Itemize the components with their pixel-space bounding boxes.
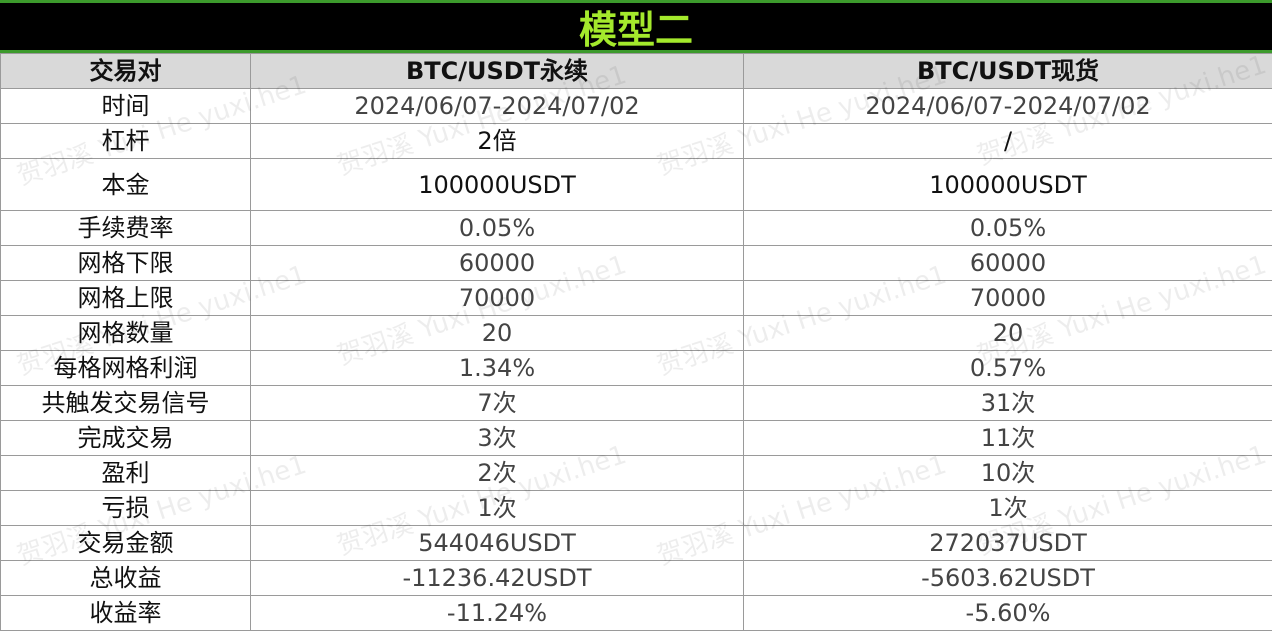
row-label: 总收益: [0, 560, 251, 596]
row-label: 网格上限: [0, 280, 251, 316]
comparison-table: 交易对 BTC/USDT永续 BTC/USDT现货 时间 2024/06/07-2024…: [0, 53, 1272, 631]
table-row: 网格数量 20 20: [0, 315, 1272, 351]
cell-value: 70000: [743, 280, 1272, 316]
cell-value: 0.05%: [743, 210, 1272, 246]
cell-value: 11次: [743, 420, 1272, 456]
table-row: 杠杆 2倍 /: [0, 123, 1272, 159]
cell-value: 100000USDT: [250, 158, 744, 211]
cell-value: 2024/06/07-2024/07/02: [743, 88, 1272, 124]
table-row: 共触发交易信号 7次 31次: [0, 385, 1272, 421]
cell-value: 60000: [250, 245, 744, 281]
cell-value: BTC/USDT现货: [743, 53, 1272, 89]
row-label: 亏损: [0, 490, 251, 526]
table-row: 手续费率 0.05% 0.05%: [0, 210, 1272, 246]
table-row: 亏损 1次 1次: [0, 490, 1272, 526]
row-label: 收益率: [0, 595, 251, 631]
cell-value: -11236.42USDT: [250, 560, 744, 596]
cell-value: 1次: [250, 490, 744, 526]
cell-value: 0.57%: [743, 350, 1272, 386]
table-row: 本金 100000USDT 100000USDT: [0, 158, 1272, 211]
table-row: 总收益 -11236.42USDT -5603.62USDT: [0, 560, 1272, 596]
row-label: 交易金额: [0, 525, 251, 561]
cell-value: -11.24%: [250, 595, 744, 631]
row-label: 盈利: [0, 455, 251, 491]
row-label: 交易对: [0, 53, 251, 89]
cell-value: 7次: [250, 385, 744, 421]
table-row: 收益率 -11.24% -5.60%: [0, 595, 1272, 631]
cell-value: 0.05%: [250, 210, 744, 246]
cell-value: -5.60%: [743, 595, 1272, 631]
cell-value: -5603.62USDT: [743, 560, 1272, 596]
cell-value: BTC/USDT永续: [250, 53, 744, 89]
table-row: 交易金额 544046USDT 272037USDT: [0, 525, 1272, 561]
row-label: 网格下限: [0, 245, 251, 281]
cell-value: 20: [743, 315, 1272, 351]
cell-value: 1次: [743, 490, 1272, 526]
cell-value: 70000: [250, 280, 744, 316]
row-label: 网格数量: [0, 315, 251, 351]
table-row: 网格下限 60000 60000: [0, 245, 1272, 281]
header-row: 交易对 BTC/USDT永续 BTC/USDT现货: [0, 53, 1272, 89]
table-row: 网格上限 70000 70000: [0, 280, 1272, 316]
row-label: 时间: [0, 88, 251, 124]
cell-value: 10次: [743, 455, 1272, 491]
row-label: 共触发交易信号: [0, 385, 251, 421]
table-row: 完成交易 3次 11次: [0, 420, 1272, 456]
row-label: 每格网格利润: [0, 350, 251, 386]
table-row: 盈利 2次 10次: [0, 455, 1272, 491]
cell-value: /: [743, 123, 1272, 159]
row-label: 手续费率: [0, 210, 251, 246]
table-row: 时间 2024/06/07-2024/07/02 2024/06/07-2024/0…: [0, 88, 1272, 124]
table-row: 每格网格利润 1.34% 0.57%: [0, 350, 1272, 386]
cell-value: 20: [250, 315, 744, 351]
cell-value: 60000: [743, 245, 1272, 281]
table-title: 模型二: [578, 8, 693, 52]
cell-value: 2次: [250, 455, 744, 491]
cell-value: 272037USDT: [743, 525, 1272, 561]
cell-value: 31次: [743, 385, 1272, 421]
cell-value: 544046USDT: [250, 525, 744, 561]
row-label: 完成交易: [0, 420, 251, 456]
cell-value: 1.34%: [250, 350, 744, 386]
cell-value: 100000USDT: [743, 158, 1272, 211]
cell-value: 2倍: [250, 123, 744, 159]
cell-value: 3次: [250, 420, 744, 456]
row-label: 杠杆: [0, 123, 251, 159]
cell-value: 2024/06/07-2024/07/02: [250, 88, 744, 124]
row-label: 本金: [0, 158, 251, 211]
table-title-bar: 模型二: [0, 0, 1272, 53]
